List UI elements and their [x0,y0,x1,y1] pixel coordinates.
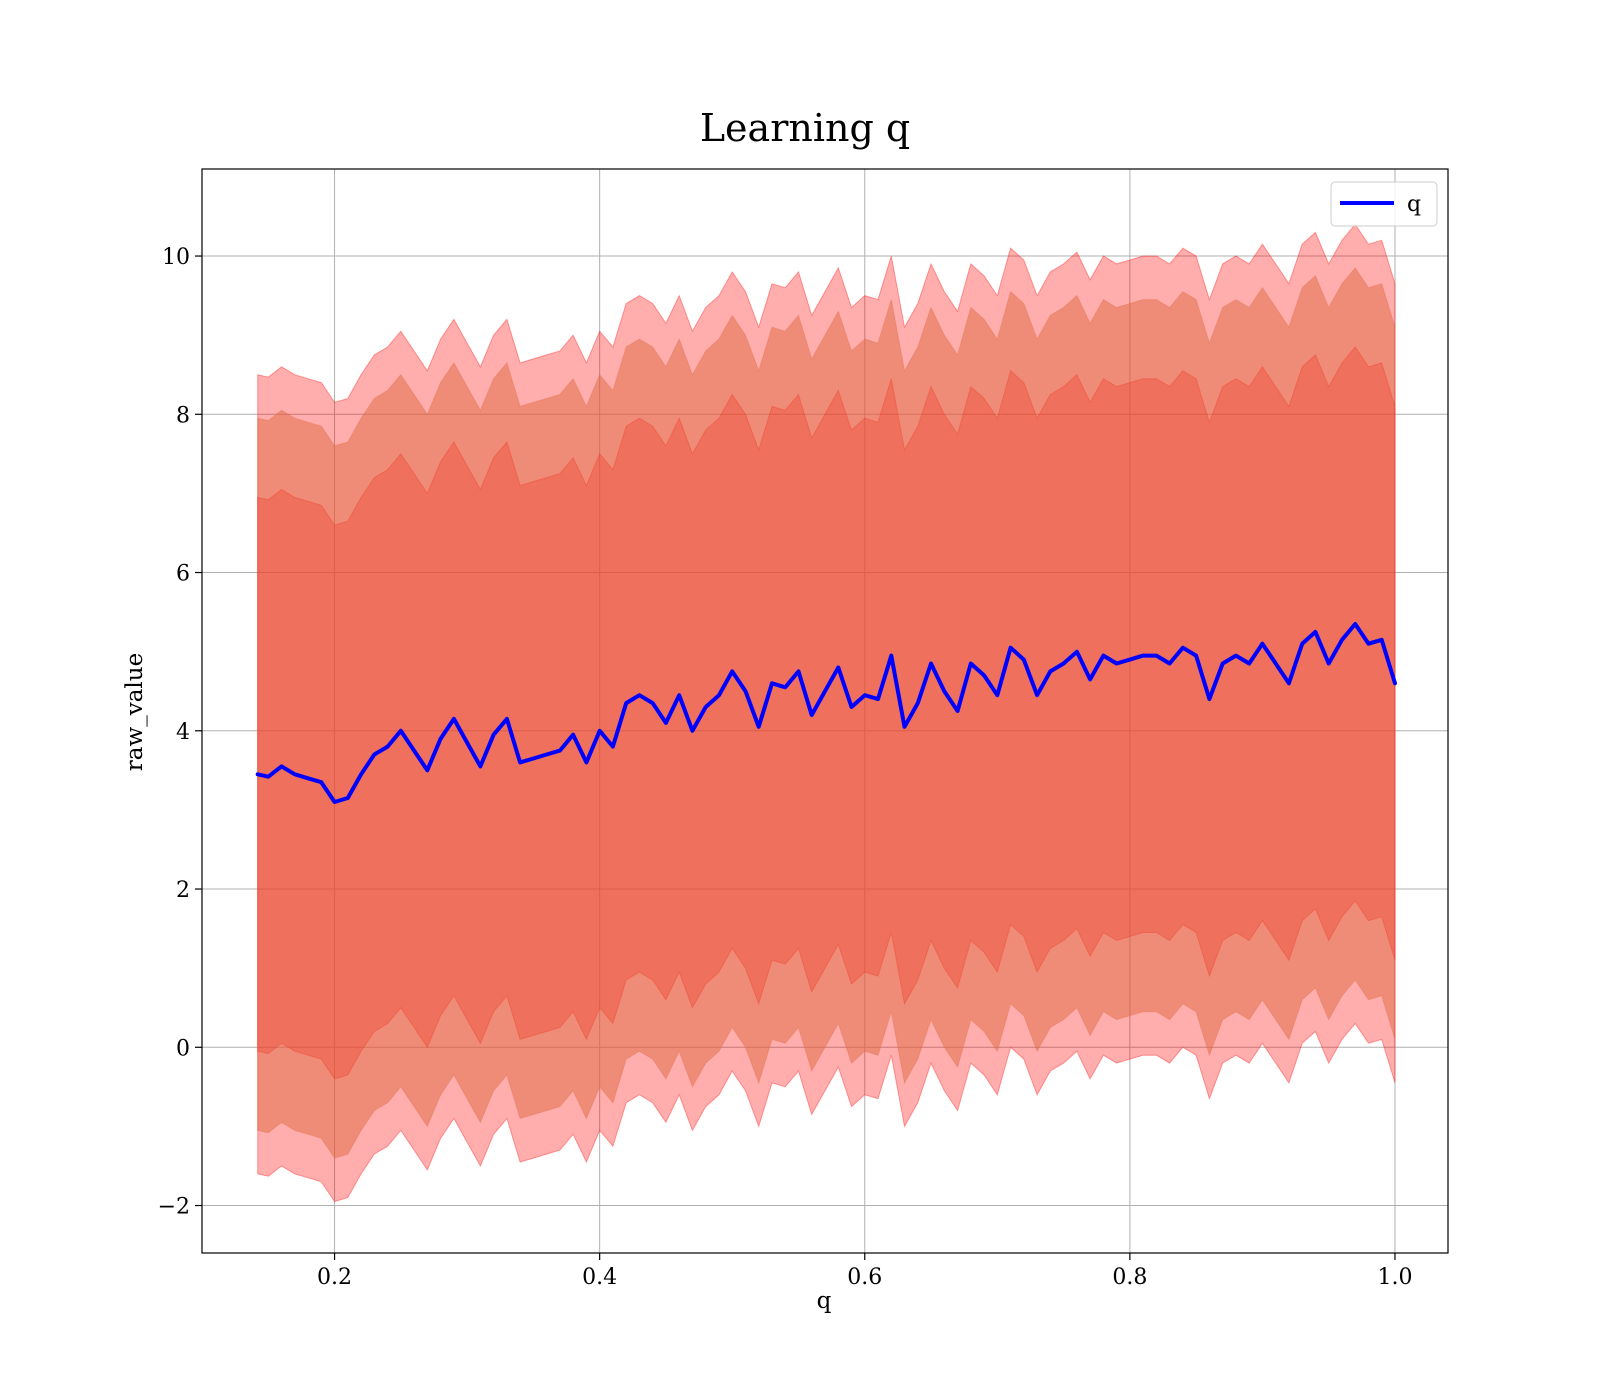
series-lines [255,622,1397,804]
x-axis-label: q [817,1288,832,1314]
y-tick-label: 4 [176,720,190,745]
y-tick-label: 8 [176,403,190,428]
y-tick-label: 2 [176,878,190,903]
y-tick-label: 0 [176,1036,190,1061]
y-tick-label: 10 [162,245,190,270]
x-tick-label: 1.0 [1377,1265,1412,1290]
legend: q [1330,181,1438,227]
confidence-band-2 [257,267,1396,1159]
plot-frame [201,168,1449,1254]
y-tick-label: −2 [158,1195,190,1220]
uncertainty-bands [257,223,1396,1203]
y-axis-label: raw_value [122,653,148,771]
x-tick-label: 0.4 [582,1265,617,1290]
y-tick-label: 6 [176,562,190,587]
x-tick-label: 0.2 [317,1265,352,1290]
y-axis-ticks: −2 0 2 4 6 8 10 [158,245,202,1220]
x-tick-label: 0.8 [1112,1265,1147,1290]
confidence-band-3 [257,223,1396,1203]
legend-label-q: q [1407,192,1421,217]
x-axis-ticks: 0.2 0.4 0.6 0.8 1.0 [317,1253,1412,1290]
series-line-q [255,622,1397,804]
x-tick-label: 0.6 [847,1265,882,1290]
chart-title: Learning q [700,106,910,150]
